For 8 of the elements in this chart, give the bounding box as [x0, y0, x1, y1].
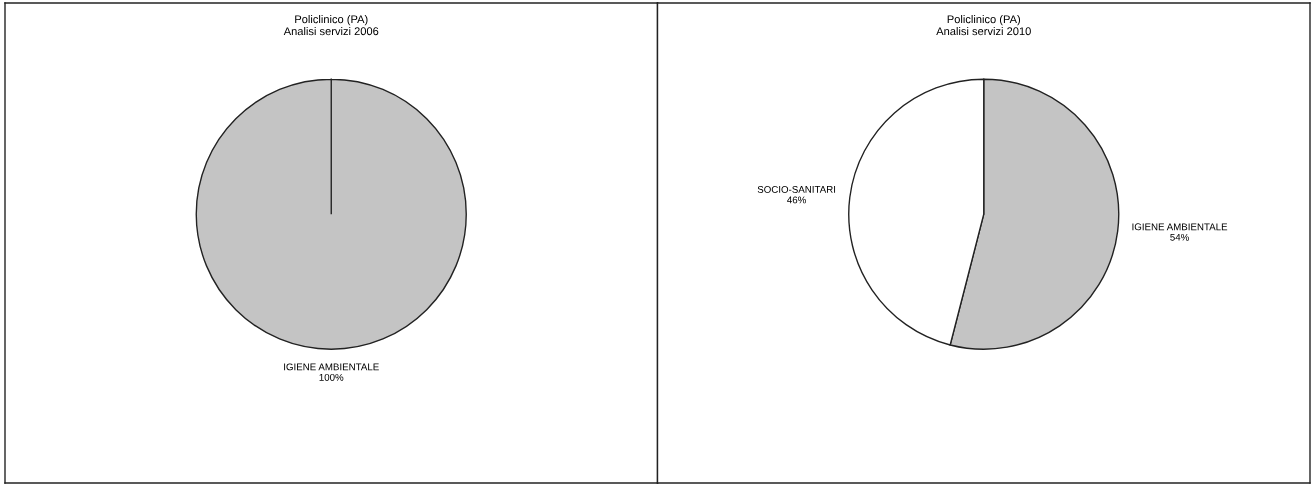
slice-label: IGIENE AMBIENTALE: [284, 363, 379, 371]
data-label: 100%: [319, 373, 344, 381]
chart-title: Policlinico (PA) Analisi servizi 2006: [283, 15, 379, 36]
slice-label: IGIENE AMBIENTALE: [1132, 223, 1228, 231]
chart-title: Policlinico (PA) Analisi servizi 2010: [936, 15, 1031, 36]
data-label: 54%: [1170, 233, 1189, 241]
slice-label: SOCIO-SANITARI: [757, 186, 836, 193]
data-label: 46%: [787, 196, 806, 204]
